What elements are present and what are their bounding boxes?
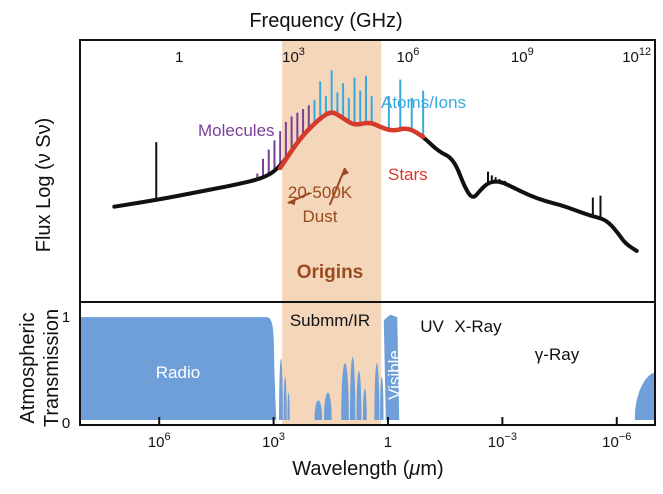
frame-layer: [79, 39, 656, 426]
transmission-window-8: [362, 388, 367, 420]
ytick-label-0: 0: [62, 415, 70, 432]
transmission-axis-title-line1: Atmospheric: [17, 312, 39, 423]
dust-arrowhead-left: [287, 198, 296, 205]
bottom-tick-label-1: 103: [262, 431, 285, 451]
label-layer: Molecules Atoms/Ions Stars 20-500K Dust Origi…: [156, 93, 580, 400]
top-tick-label-3: 109: [511, 46, 534, 66]
transmission-window-4: [324, 392, 332, 420]
dust-arrow-right: [328, 167, 346, 206]
transmission-window-0: [279, 358, 283, 420]
top-tick-label-0: 1: [175, 49, 183, 66]
atoms-ions-label: Atoms/Ions: [381, 93, 466, 112]
top-tick-label-2: 106: [397, 46, 420, 66]
gamma-window: [634, 372, 655, 420]
bottom-tick-label-2: 1: [384, 434, 392, 451]
dust-temp-label: 20-500K: [288, 183, 353, 202]
visible-band-label: Visible: [385, 350, 404, 400]
ytick-label-1: 1: [62, 309, 70, 326]
dust-curve: [277, 110, 426, 171]
curves-layer: [112, 110, 639, 253]
spectral-lines-layer: [155, 70, 602, 219]
transmission-axis-title-line2: Transmission: [41, 309, 63, 427]
plot-frame: [79, 39, 656, 426]
transmission-layer: [80, 314, 655, 420]
molecules-label: Molecules: [198, 121, 275, 140]
stars-label: Stars: [388, 165, 428, 184]
transmission-window-7: [356, 371, 362, 420]
dust-arrowhead-right: [342, 168, 350, 176]
transmission-window-3: [314, 400, 323, 420]
transmission-window-6: [349, 357, 356, 420]
transmission-window-1: [283, 376, 287, 420]
top-axis-title: Frequency (GHz): [249, 10, 402, 32]
bottom-tick-label-0: 106: [148, 431, 171, 451]
visible-window: [383, 314, 400, 420]
flux-axis-title: Flux Log (ν Sν): [33, 118, 55, 252]
gamma-ray-band-label: γ-Ray: [535, 345, 580, 364]
radio-band-label: Radio: [156, 363, 200, 382]
tick-layer: 1 103 106 109 1012 106 103 1 10−3 10−6 1 0 Wavelengt…: [62, 46, 651, 480]
transmission-window-5: [341, 363, 349, 420]
radio-window: [80, 317, 277, 420]
x-ray-band-label: X-Ray: [454, 317, 502, 336]
bottom-axis-title: Wavelength (μm): [292, 458, 443, 480]
transmission-window-9: [374, 363, 380, 420]
submm-ir-band-label: Submm/IR: [290, 311, 370, 330]
uv-band-label: UV: [420, 317, 444, 336]
dust-label: Dust: [303, 207, 338, 226]
transmission-window-10: [380, 376, 384, 420]
origins-label: Origins: [297, 262, 364, 283]
top-tick-label-4: 1012: [622, 46, 651, 66]
bottom-tick-label-3: 10−3: [488, 431, 517, 451]
top-tick-label-1: 103: [282, 46, 305, 66]
transmission-window-2: [287, 392, 290, 420]
bottom-tick-label-4: 10−6: [602, 431, 631, 451]
